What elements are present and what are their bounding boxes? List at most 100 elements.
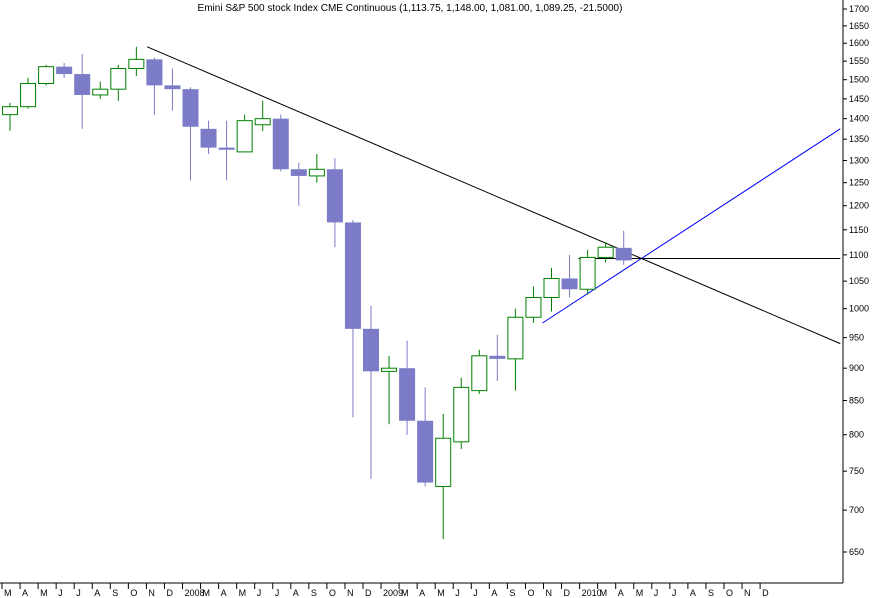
- candle-body: [435, 437, 452, 487]
- candle-down: [344, 220, 361, 418]
- candle-body: [525, 297, 542, 318]
- x-tick-label: M: [636, 588, 644, 598]
- x-tick-label: 2008: [185, 588, 205, 598]
- trendline-2: [542, 128, 841, 324]
- y-tick-label: 1700: [849, 4, 869, 14]
- candle-up: [381, 355, 398, 425]
- x-tick-label: J: [455, 588, 460, 598]
- y-tick-label: 1500: [849, 75, 869, 85]
- candle-up: [128, 46, 145, 76]
- candle-down: [363, 305, 379, 479]
- candle-up: [471, 349, 488, 394]
- y-tick-label: 1000: [849, 304, 869, 314]
- candle-down: [272, 114, 289, 172]
- chart-title: Emini S&P 500 stock Index CME Continuous…: [198, 3, 623, 14]
- x-tick-label: J: [257, 588, 262, 598]
- x-tick-label: N: [744, 588, 751, 598]
- candle-down: [146, 57, 163, 115]
- x-tick-label: J: [672, 588, 677, 598]
- x-tick-label: A: [94, 588, 100, 598]
- x-tick-label: J: [473, 588, 478, 598]
- candle-up: [525, 286, 542, 323]
- y-tick-label: 900: [849, 363, 864, 373]
- x-tick-label: M: [401, 588, 409, 598]
- x-tick-label: O: [527, 588, 534, 598]
- candle-body: [236, 120, 253, 153]
- x-tick-label: A: [491, 588, 497, 598]
- y-tick-label: 700: [849, 505, 864, 515]
- candle-up: [38, 64, 55, 86]
- candle-body: [38, 66, 55, 84]
- x-tick-label: M: [203, 588, 211, 598]
- candle-down: [56, 62, 73, 78]
- x-tick-label: N: [347, 588, 354, 598]
- candle-body: [579, 256, 596, 290]
- candle-up: [2, 102, 18, 131]
- y-tick-label: 1300: [849, 156, 869, 166]
- candle-body: [56, 66, 73, 75]
- candle-body: [507, 316, 524, 360]
- candle-up: [92, 81, 109, 99]
- candle-down: [164, 68, 181, 111]
- candle-body: [128, 58, 145, 70]
- y-tick-label: 750: [849, 466, 864, 476]
- x-tick-label: M: [40, 588, 48, 598]
- x-tick-label: D: [365, 588, 372, 598]
- x-tick-label: A: [690, 588, 696, 598]
- candle-body: [453, 386, 470, 443]
- x-tick-label: M: [600, 588, 608, 598]
- candle-body: [308, 168, 325, 177]
- y-tick-label: 1400: [849, 114, 869, 124]
- x-tick-label: A: [618, 588, 624, 598]
- candle-up: [435, 413, 452, 540]
- candle-body: [561, 278, 578, 290]
- y-tick-label: 1600: [849, 38, 869, 48]
- x-tick-label: A: [419, 588, 425, 598]
- candle-body: [399, 368, 416, 421]
- candle-down: [399, 340, 416, 435]
- candle-body: [597, 246, 614, 258]
- candle-body: [272, 118, 289, 170]
- candle-body: [74, 74, 91, 95]
- candle-body: [363, 328, 379, 372]
- candle-down: [489, 334, 506, 381]
- y-tick-label: 1150: [849, 225, 868, 235]
- candle-body: [200, 128, 217, 148]
- y-tick-label: 1650: [849, 21, 869, 31]
- candle-body: [2, 106, 18, 116]
- candle-body: [381, 367, 398, 372]
- y-tick-label: 1350: [849, 134, 869, 144]
- y-tick-label: 1550: [849, 56, 869, 66]
- candle-up: [579, 249, 596, 295]
- candle-body: [254, 118, 271, 126]
- candle-down: [561, 254, 578, 298]
- y-tick-label: 800: [849, 430, 864, 440]
- y-tick-label: 1100: [849, 250, 868, 260]
- candle-body: [164, 85, 181, 90]
- candle-down: [326, 158, 343, 248]
- candle-down: [200, 120, 217, 155]
- x-tick-label: S: [311, 588, 317, 598]
- y-tick-label: 1200: [849, 201, 869, 211]
- candle-body: [290, 169, 307, 176]
- candle-down: [615, 230, 632, 265]
- y-tick-label: 850: [849, 395, 864, 405]
- x-tick-label: M: [4, 588, 12, 598]
- candle-body: [615, 247, 632, 261]
- x-tick-label: S: [708, 588, 714, 598]
- y-tick-label: 1050: [849, 276, 869, 286]
- y-tick-label: 950: [849, 333, 864, 343]
- x-tick-label: O: [130, 588, 137, 598]
- candle-up: [543, 267, 560, 312]
- candle-body: [146, 59, 163, 86]
- candle-up: [236, 114, 253, 153]
- x-tick-label: O: [329, 588, 336, 598]
- y-tick-label: 1450: [849, 94, 869, 104]
- x-tick-label: J: [76, 588, 81, 598]
- x-tick-label: A: [22, 588, 28, 598]
- x-tick-label: J: [58, 588, 63, 598]
- candle-down: [182, 87, 199, 181]
